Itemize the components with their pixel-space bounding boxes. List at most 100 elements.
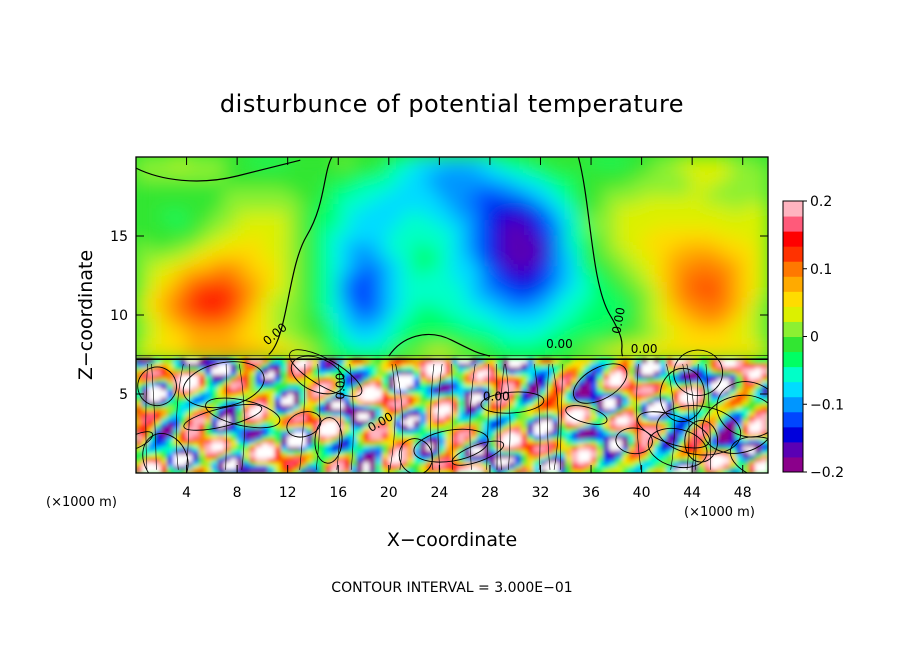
field-cell [735, 445, 744, 451]
field-cell [710, 453, 718, 459]
field-cell [242, 396, 251, 402]
field-cell [141, 461, 150, 466]
field-cell [502, 164, 516, 174]
field-cell [577, 423, 586, 428]
field-cell [299, 257, 314, 267]
field-cell [344, 430, 352, 436]
field-cell [742, 404, 750, 410]
field-cell [641, 434, 649, 440]
field-cell [691, 234, 706, 244]
field-cell [337, 234, 352, 244]
field-cell [274, 242, 289, 251]
field-cell [337, 249, 352, 259]
field-cell [211, 257, 225, 267]
field-cell [236, 234, 251, 244]
field-cell [344, 381, 352, 387]
field-cell [653, 343, 668, 352]
field-cell [704, 400, 712, 406]
field-cell [521, 453, 529, 459]
field-cell [394, 404, 402, 410]
field-cell [697, 419, 706, 425]
field-cell [363, 358, 371, 364]
field-cell [141, 419, 150, 425]
field-cell [483, 419, 491, 425]
field-cell [679, 385, 687, 391]
field-cell [287, 157, 301, 166]
field-cell [552, 343, 567, 352]
field-cell [369, 392, 377, 398]
field-cell [211, 404, 219, 410]
field-cell [653, 304, 668, 314]
field-cell [394, 389, 402, 394]
field-cell [489, 442, 497, 447]
field-cell [539, 411, 548, 417]
field-cell [565, 265, 579, 275]
field-cell [325, 195, 339, 205]
field-cell [609, 404, 617, 410]
field-cell [615, 438, 624, 444]
field-cell [539, 203, 554, 212]
field-cell [388, 434, 396, 440]
field-cell [748, 415, 756, 421]
field-cell [679, 203, 693, 212]
field-cell [280, 408, 289, 413]
field-cell [186, 434, 194, 440]
field-cell [666, 392, 674, 398]
field-cell [426, 461, 434, 466]
field-cell [716, 210, 731, 220]
field-cell [552, 411, 560, 417]
field-cell [476, 195, 491, 205]
field-cell [249, 423, 257, 428]
field-cell [641, 389, 649, 394]
field-cell [666, 373, 674, 379]
field-cell [514, 257, 529, 267]
field-cell [299, 280, 314, 290]
field-cell [716, 242, 731, 251]
field-cell [666, 288, 681, 298]
field-cell [299, 438, 308, 444]
field-cell [502, 335, 516, 345]
field-cell [287, 370, 295, 375]
field-cell [255, 373, 263, 379]
field-cell [729, 362, 737, 368]
field-cell [400, 257, 415, 267]
field-cell [641, 157, 655, 166]
field-cell [691, 327, 706, 337]
field-cell [350, 457, 358, 463]
field-cell [413, 157, 428, 166]
field-cell [312, 226, 327, 236]
field-cell [716, 234, 731, 244]
field-cell [274, 468, 282, 473]
field-cell [249, 327, 263, 337]
field-cell [742, 234, 756, 244]
field-cell [508, 434, 516, 440]
field-cell [546, 381, 554, 387]
field-cell [274, 430, 282, 436]
contour-line [572, 363, 628, 404]
field-cell [299, 445, 308, 451]
field-cell [280, 366, 289, 372]
field-cell [223, 430, 232, 436]
field-cell [539, 453, 548, 459]
field-cell [666, 304, 681, 314]
field-cell [704, 366, 712, 372]
field-cell [691, 385, 699, 391]
field-cell [407, 438, 415, 444]
field-cell [306, 396, 314, 402]
field-cell [426, 411, 434, 417]
field-cell [615, 257, 630, 267]
field-cell [413, 304, 428, 314]
colorbar-tick-label: −0.2 [810, 465, 844, 481]
field-cell [761, 381, 768, 387]
field-cell [445, 464, 453, 470]
field-cell [381, 385, 390, 391]
field-cell [211, 358, 219, 364]
field-cell [236, 304, 251, 314]
field-cell [223, 415, 232, 421]
field-cell [230, 366, 238, 372]
field-cell [628, 426, 636, 432]
field-cell [729, 445, 737, 451]
field-cell [344, 373, 352, 379]
field-cell [754, 430, 763, 436]
field-cell [754, 445, 763, 451]
